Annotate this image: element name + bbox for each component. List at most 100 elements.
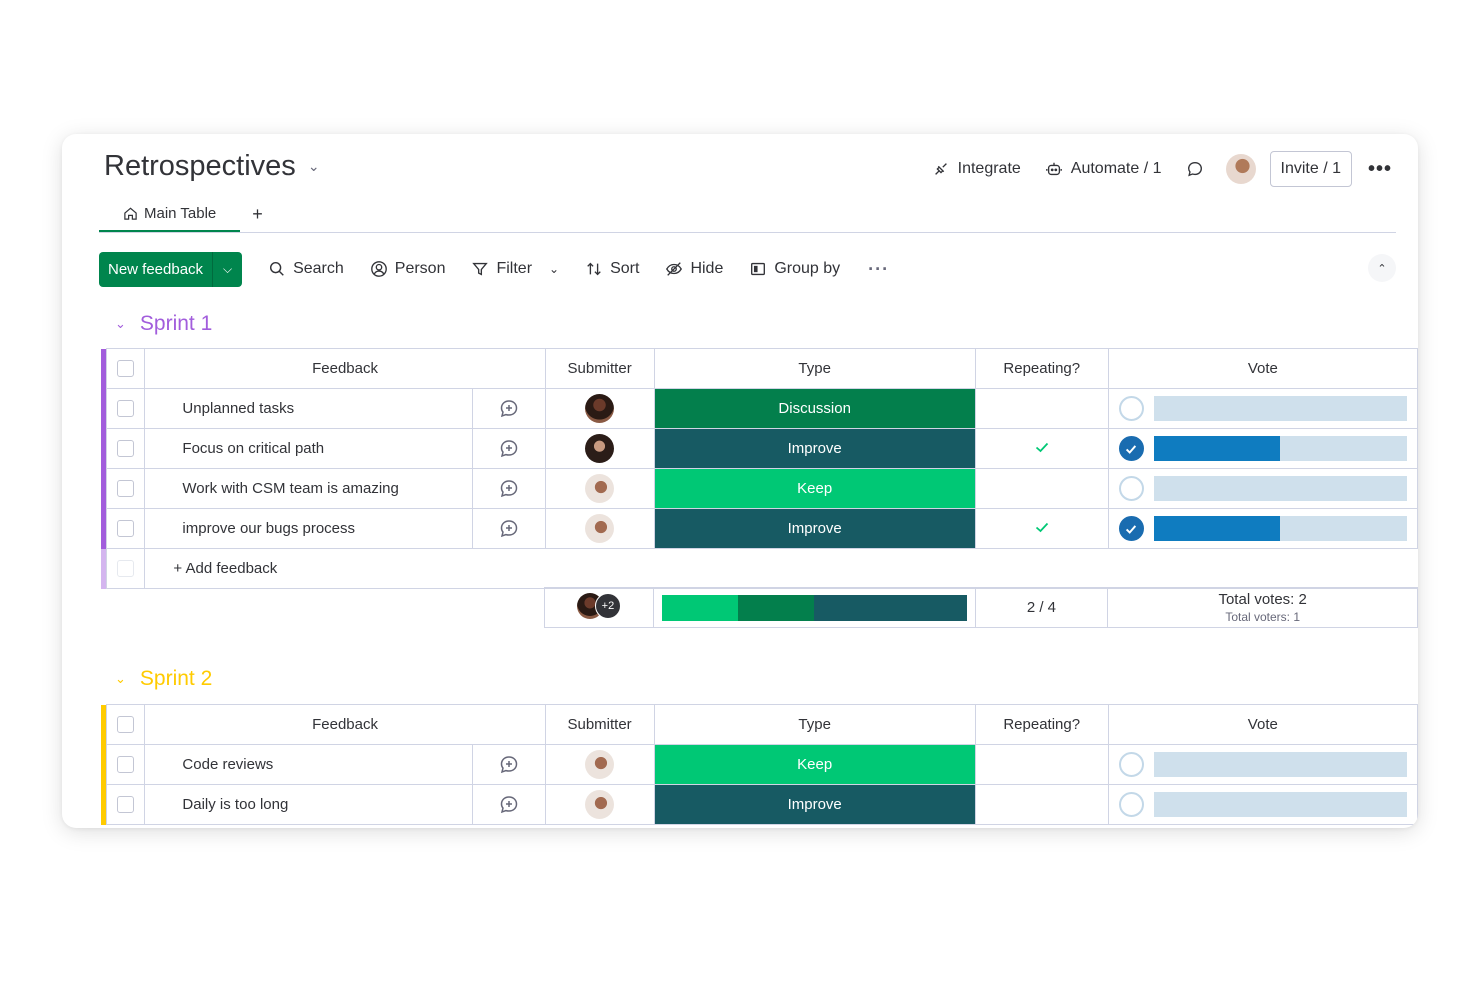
integrate-button[interactable]: Integrate (920, 151, 1033, 187)
item-updates-cell[interactable] (471, 468, 546, 509)
select-all-checkbox[interactable] (117, 716, 135, 734)
person-filter-button[interactable]: Person (370, 260, 445, 278)
add-feedback-input[interactable]: + Add feedback (144, 548, 1418, 589)
group-by-button[interactable]: Group by (749, 260, 840, 278)
item-name[interactable]: Unplanned tasks (144, 388, 473, 429)
vote-toggle[interactable] (1118, 476, 1144, 501)
repeating-cell[interactable] (974, 388, 1109, 429)
add-update-icon[interactable] (498, 478, 520, 500)
summary-type-distribution[interactable] (652, 587, 976, 628)
repeating-cell[interactable] (974, 508, 1109, 549)
row-checkbox[interactable] (117, 796, 135, 814)
table-row[interactable]: improve our bugs process Improve (101, 508, 1418, 549)
table-row[interactable]: Code reviews Keep (101, 744, 1418, 785)
row-checkbox[interactable] (117, 440, 135, 458)
table-row[interactable]: Focus on critical path Improve (101, 428, 1418, 469)
column-header-feedback[interactable]: Feedback (144, 704, 546, 745)
tab-main-table[interactable]: Main Table (99, 197, 241, 232)
new-feedback-button[interactable]: New feedback (108, 260, 204, 278)
select-all-checkbox[interactable] (117, 360, 135, 378)
row-checkbox[interactable] (117, 400, 135, 418)
submitter-cell[interactable] (544, 468, 655, 509)
item-updates-cell[interactable] (471, 744, 546, 785)
user-avatar[interactable] (1225, 154, 1256, 184)
item-name[interactable]: Work with CSM team is amazing (144, 468, 473, 509)
item-name[interactable]: Focus on critical path (144, 428, 473, 469)
add-update-icon[interactable] (498, 398, 520, 420)
type-status-cell[interactable]: Improve (653, 508, 976, 549)
submitter-cell[interactable] (544, 428, 655, 469)
item-name[interactable]: Code reviews (144, 744, 473, 785)
checkmark-icon (1035, 442, 1048, 452)
row-select-cell (106, 468, 146, 509)
submitter-cell[interactable] (544, 744, 655, 785)
row-select-cell (106, 388, 146, 429)
add-update-icon[interactable] (498, 518, 520, 540)
item-name[interactable]: improve our bugs process (144, 508, 473, 549)
row-checkbox[interactable] (117, 756, 135, 774)
submitter-cell[interactable] (544, 388, 655, 429)
type-status-cell[interactable]: Keep (653, 468, 976, 509)
vote-toggle[interactable] (1118, 792, 1144, 817)
hide-label: Hide (690, 260, 724, 277)
add-view-button[interactable]: + (252, 204, 263, 224)
item-updates-cell[interactable] (471, 428, 546, 469)
type-status-cell[interactable]: Discussion (653, 388, 976, 429)
item-name[interactable]: Daily is too long (144, 784, 473, 825)
chevron-down-icon[interactable]: ⌄ (115, 671, 126, 686)
automate-button[interactable]: Automate / 1 (1033, 151, 1174, 187)
column-header-type[interactable]: Type (653, 348, 976, 389)
repeating-cell[interactable] (974, 428, 1109, 469)
filter-label: Filter (496, 260, 533, 277)
chevron-down-icon[interactable]: ⌵ (212, 251, 242, 287)
group-header-sprint-1[interactable]: ⌄ Sprint 1 (115, 312, 212, 336)
vote-toggle[interactable] (1118, 396, 1144, 421)
invite-button[interactable]: Invite / 1 (1269, 151, 1352, 187)
item-updates-cell[interactable] (471, 508, 546, 549)
chevron-down-icon[interactable]: ⌄ (307, 158, 320, 174)
row-checkbox[interactable] (117, 480, 135, 498)
updates-button[interactable] (1174, 151, 1216, 187)
avatar-stack[interactable]: +2 (576, 592, 621, 619)
table-row[interactable]: Unplanned tasks Discussion (101, 388, 1418, 429)
more-toolbar-icon[interactable]: ··· (868, 258, 890, 279)
vote-progress-bar (1153, 516, 1407, 541)
repeating-cell[interactable] (974, 744, 1109, 785)
column-header-repeating[interactable]: Repeating? (974, 704, 1109, 745)
column-header-repeating[interactable]: Repeating? (974, 348, 1109, 389)
type-status-cell[interactable]: Improve (653, 428, 976, 469)
column-header-type[interactable]: Type (653, 704, 976, 745)
search-button[interactable]: Search (268, 260, 344, 278)
submitter-cell[interactable] (544, 784, 655, 825)
type-status-cell[interactable]: Improve (653, 784, 976, 825)
repeating-cell[interactable] (974, 784, 1109, 825)
column-header-vote[interactable]: Vote (1107, 348, 1418, 389)
vote-toggle[interactable] (1118, 516, 1144, 541)
table-row[interactable]: Daily is too long Improve (101, 784, 1418, 825)
vote-toggle[interactable] (1118, 436, 1144, 461)
item-updates-cell[interactable] (471, 388, 546, 429)
hide-button[interactable]: Hide (665, 260, 723, 278)
submitter-cell[interactable] (544, 508, 655, 549)
add-update-icon[interactable] (498, 754, 520, 776)
column-header-feedback[interactable]: Feedback (144, 348, 546, 389)
chevron-down-icon[interactable]: ⌄ (115, 316, 126, 331)
row-checkbox[interactable] (117, 520, 135, 538)
vote-toggle[interactable] (1118, 752, 1144, 777)
column-header-submitter[interactable]: Submitter (544, 348, 655, 389)
group-header-sprint-2[interactable]: ⌄ Sprint 2 (115, 667, 212, 691)
filter-button[interactable]: Filter ⌄ (471, 260, 559, 278)
add-update-icon[interactable] (498, 794, 520, 816)
column-header-submitter[interactable]: Submitter (544, 704, 655, 745)
sort-button[interactable]: Sort (585, 260, 639, 278)
type-status-cell[interactable]: Keep (653, 744, 976, 785)
chevron-down-icon[interactable]: ⌄ (549, 262, 560, 276)
column-header-vote[interactable]: Vote (1107, 704, 1418, 745)
item-updates-cell[interactable] (471, 784, 546, 825)
repeating-cell[interactable] (974, 468, 1109, 509)
more-options-icon[interactable]: ••• (1367, 157, 1392, 180)
board-title[interactable]: Retrospectives ⌄ (104, 150, 320, 183)
table-row[interactable]: Work with CSM team is amazing Keep (101, 468, 1418, 509)
chevron-up-icon[interactable]: ⌃ (1368, 254, 1396, 282)
add-update-icon[interactable] (498, 438, 520, 460)
